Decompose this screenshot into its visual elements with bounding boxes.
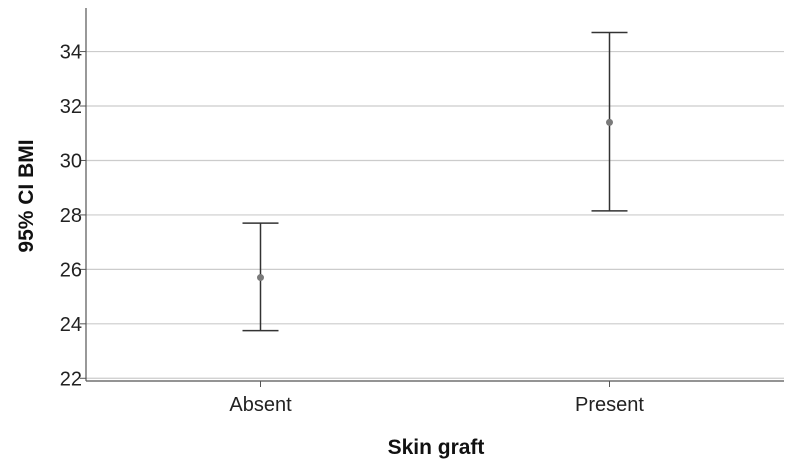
x-ticks: Absent Present [229,381,644,416]
y-tick-label: 24 [60,314,82,336]
y-tick-label: 32 [60,96,82,118]
x-axis-title: Skin graft [388,436,485,459]
y-tick-label: 28 [60,205,82,227]
mean-point [257,274,264,282]
y-ticks: 22 24 26 28 30 32 34 [60,42,86,390]
error-bar-absent [242,222,279,332]
y-tick-label: 26 [60,259,82,281]
y-axis-title: 95% CI BMI [15,139,38,252]
y-tick-label: 22 [60,368,82,390]
mean-point [606,118,613,126]
x-tick-label: Present [575,394,644,416]
x-tick-label: Absent [229,394,292,416]
error-bar-present [591,31,628,212]
gridlines [86,50,784,379]
axes [85,8,784,382]
y-tick-label: 30 [60,150,82,172]
y-tick-label: 34 [60,42,82,64]
error-bars [242,31,628,332]
